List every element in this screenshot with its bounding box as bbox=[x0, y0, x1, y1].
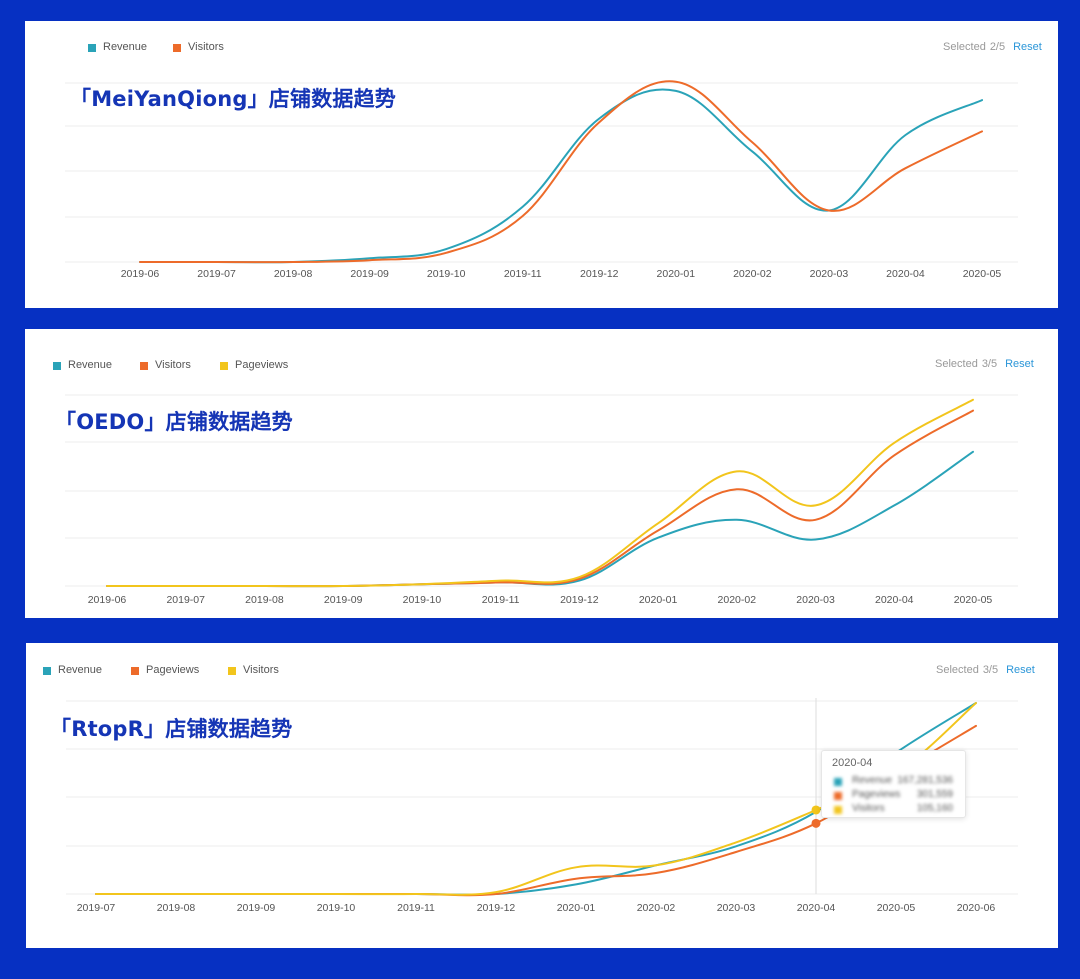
x-tick-label: 2020-04 bbox=[875, 594, 914, 606]
tooltip-swatch bbox=[834, 792, 842, 800]
legend-label: Pageviews bbox=[235, 359, 289, 371]
tooltip-swatch bbox=[834, 806, 842, 814]
legend-label: Revenue bbox=[68, 359, 113, 371]
tooltip-title: 2020-04 bbox=[832, 757, 873, 769]
x-tick-label: 2019-10 bbox=[317, 902, 356, 914]
x-tick-label: 2019-09 bbox=[237, 902, 276, 914]
tooltip-series-name: Pageviews bbox=[852, 789, 901, 800]
x-tick-label: 2020-05 bbox=[877, 902, 916, 914]
selected-count: 3/5 bbox=[982, 664, 999, 676]
tooltip-series-name: Visitors bbox=[852, 803, 885, 814]
x-tick-label: 2019-09 bbox=[324, 594, 363, 606]
chart-panel-rtopr: 2019-07 2019-08 2019-09 2019-10 2019-11 2019-… bbox=[26, 643, 1058, 948]
selection-info: Selected 2/5 Reset bbox=[943, 41, 1042, 53]
tooltip-row-revenue: Revenue 167,281,536 bbox=[832, 775, 957, 789]
legend-swatch bbox=[131, 667, 139, 675]
series-line-visitors[interactable] bbox=[139, 80, 983, 264]
legend-label: Revenue bbox=[103, 41, 148, 53]
x-tick-label: 2020-01 bbox=[657, 268, 696, 280]
x-tick-label: 2020-03 bbox=[796, 594, 835, 606]
series-line-revenue[interactable] bbox=[106, 450, 974, 588]
selected-label: Selected bbox=[943, 41, 986, 53]
x-tick-label: 2019-06 bbox=[121, 268, 160, 280]
tooltip-value: 105,160 bbox=[916, 803, 953, 814]
hover-marker-visitors bbox=[811, 805, 821, 815]
x-tick-label: 2020-02 bbox=[718, 594, 757, 606]
x-tick-label: 2020-03 bbox=[810, 268, 849, 280]
legend-swatch bbox=[228, 667, 236, 675]
x-tick-label: 2019-07 bbox=[77, 902, 116, 914]
tooltip-series-name: Revenue bbox=[852, 775, 893, 786]
tooltip-swatch bbox=[834, 778, 842, 786]
legend-swatch bbox=[220, 362, 228, 370]
hover-marker-pageviews bbox=[811, 818, 821, 828]
x-tick-label: 2019-11 bbox=[482, 594, 520, 606]
x-tick-label: 2020-06 bbox=[957, 902, 996, 914]
chart-title: 「MeiYanQiong」店铺数据趋势 bbox=[70, 87, 396, 111]
x-tick-label: 2019-08 bbox=[245, 594, 284, 606]
legend-label: Pageviews bbox=[146, 664, 200, 676]
legend-label: Visitors bbox=[155, 359, 191, 371]
series-line-visitors[interactable] bbox=[106, 409, 974, 588]
selected-label: Selected bbox=[935, 358, 978, 370]
line-chart: 2019-06 2019-07 2019-08 2019-09 2019-10 2019-… bbox=[65, 80, 1018, 280]
tooltip-value: 301,559 bbox=[916, 789, 953, 800]
legend-swatch bbox=[53, 362, 61, 370]
x-tick-label: 2019-12 bbox=[580, 268, 619, 280]
selection-info: Selected 3/5 Reset bbox=[935, 358, 1034, 370]
selected-count: 2/5 bbox=[989, 41, 1006, 53]
chart-title: 「RtopR」店铺数据趋势 bbox=[50, 717, 293, 741]
x-tick-label: 2020-05 bbox=[963, 268, 1002, 280]
selection-info: Selected 3/5 Reset bbox=[936, 664, 1035, 676]
x-tick-label: 2019-10 bbox=[403, 594, 442, 606]
tooltip: 2020-04 Revenue 167,281,536 Pageviews 30… bbox=[821, 750, 966, 818]
line-chart: 2019-06 2019-07 2019-08 2019-09 2019-10 2019-… bbox=[65, 394, 1018, 606]
x-tick-label: 2019-08 bbox=[157, 902, 196, 914]
legend-label: Visitors bbox=[243, 664, 279, 676]
x-tick-label: 2020-04 bbox=[797, 902, 836, 914]
series-line-pageviews[interactable] bbox=[106, 398, 974, 588]
series-line-revenue[interactable] bbox=[139, 88, 983, 264]
reset-button[interactable]: Reset bbox=[1005, 358, 1034, 370]
reset-button[interactable]: Reset bbox=[1006, 664, 1035, 676]
selected-label: Selected bbox=[936, 664, 979, 676]
x-tick-label: 2019-11 bbox=[504, 268, 542, 280]
x-tick-label: 2020-05 bbox=[954, 594, 993, 606]
selected-count: 3/5 bbox=[981, 358, 998, 370]
x-tick-label: 2020-02 bbox=[733, 268, 772, 280]
x-tick-label: 2019-08 bbox=[274, 268, 313, 280]
x-tick-label: 2020-04 bbox=[886, 268, 925, 280]
x-tick-label: 2020-03 bbox=[717, 902, 756, 914]
legend-label: Revenue bbox=[58, 664, 103, 676]
x-tick-label: 2020-02 bbox=[637, 902, 676, 914]
legend-swatch bbox=[173, 44, 181, 52]
legend-swatch bbox=[140, 362, 148, 370]
chart-panel-oedo: 2019-06 2019-07 2019-08 2019-09 2019-10 2019-… bbox=[25, 329, 1058, 618]
legend-swatch bbox=[88, 44, 96, 52]
legend-label: Visitors bbox=[188, 41, 224, 53]
x-tick-label: 2020-01 bbox=[557, 902, 596, 914]
x-tick-label: 2019-12 bbox=[560, 594, 599, 606]
x-tick-label: 2019-07 bbox=[197, 268, 236, 280]
x-tick-label: 2019-12 bbox=[477, 902, 516, 914]
chart-panel-meiyanqiong: 2019-06 2019-07 2019-08 2019-09 2019-10 2019-… bbox=[25, 21, 1058, 308]
x-tick-label: 2020-01 bbox=[639, 594, 678, 606]
chart-title: 「OEDO」店铺数据趋势 bbox=[55, 410, 293, 434]
tooltip-row-visitors: Visitors 105,160 bbox=[832, 803, 957, 817]
tooltip-row-pageviews: Pageviews 301,559 bbox=[832, 789, 957, 803]
x-tick-label: 2019-09 bbox=[350, 268, 389, 280]
x-tick-label: 2019-11 bbox=[397, 902, 435, 914]
x-tick-label: 2019-06 bbox=[88, 594, 127, 606]
tooltip-value: 167,281,536 bbox=[897, 775, 953, 786]
legend-swatch bbox=[43, 667, 51, 675]
x-tick-label: 2019-10 bbox=[427, 268, 466, 280]
reset-button[interactable]: Reset bbox=[1013, 41, 1042, 53]
x-tick-label: 2019-07 bbox=[166, 594, 205, 606]
